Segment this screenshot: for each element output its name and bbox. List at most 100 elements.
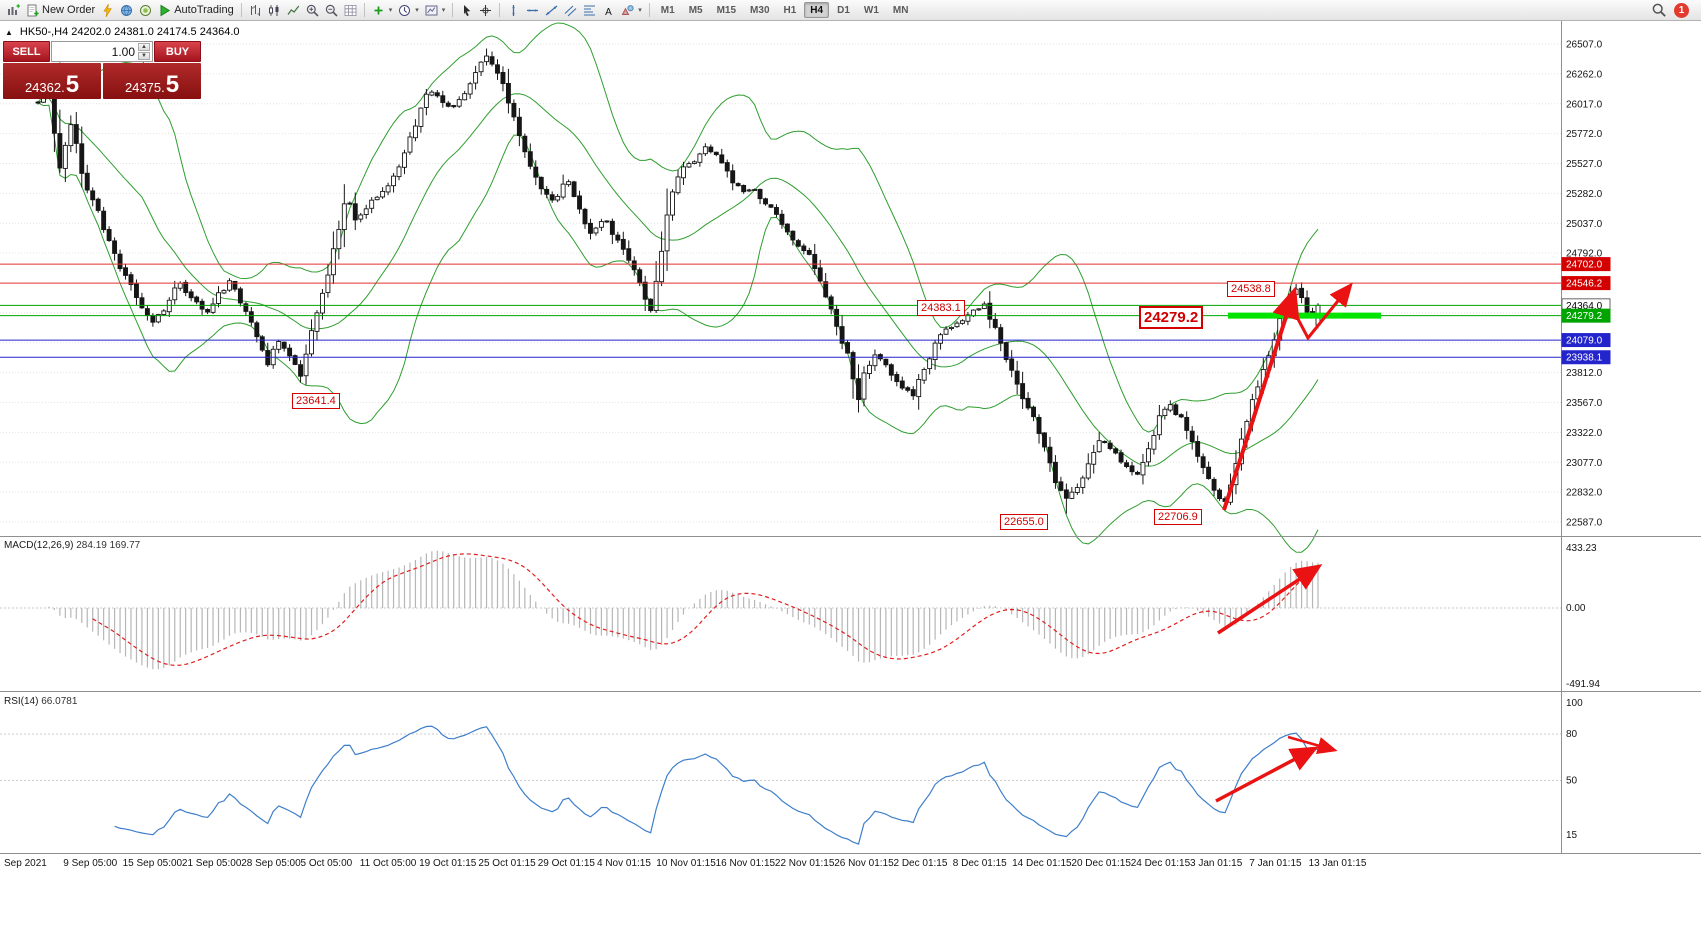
autotrading-button[interactable]: AutoTrading — [155, 1, 237, 19]
channel-tool-button[interactable] — [561, 1, 580, 19]
price-axis[interactable]: 26507.0 26262.0 26017.0 25772.0 25527.0 25282… — [0, 21, 1701, 854]
macd-title: MACD(12,26,9) — [4, 540, 74, 551]
signals-button[interactable] — [136, 1, 155, 19]
time-axis-label: 20 Dec 01:15 — [1071, 858, 1131, 869]
sell-price[interactable]: 24362. 5 — [3, 63, 101, 99]
volume-value[interactable]: 1.00 — [111, 44, 135, 59]
time-axis-label: 26 Nov 01:15 — [834, 858, 894, 869]
channel-tool-icon — [564, 5, 577, 16]
price-annotation[interactable]: 24383.1 — [917, 300, 965, 316]
timeframe-w1-button[interactable]: W1 — [863, 4, 879, 16]
red-trend-arrow[interactable] — [1217, 564, 1323, 635]
candlestick-chart-button[interactable] — [265, 1, 284, 19]
add-indicator-icon — [374, 6, 383, 14]
red-trend-arrow[interactable] — [1222, 286, 1300, 511]
macd-header: MACD(12,26,9) 284.19 169.77 — [4, 540, 140, 551]
timeframe-m5-button[interactable]: M5 — [688, 4, 703, 16]
timeframe-h4-button[interactable]: H4 — [804, 2, 830, 18]
price-tag[interactable] — [1561, 257, 1611, 272]
text-tool-button[interactable]: A — [599, 1, 618, 19]
marketplace-button[interactable] — [117, 1, 136, 19]
chart-ohlc-title: HK50-,H4 24202.0 24381.0 24174.5 24364.0 — [19, 26, 240, 38]
new-chart-button[interactable] — [4, 1, 23, 19]
rsi-axis-label: 100 — [1566, 698, 1583, 709]
price-tag[interactable] — [1561, 350, 1611, 365]
price-tick-label: 23812.0 — [1566, 368, 1603, 379]
bollinger-middle-line — [37, 93, 1319, 467]
time-axis-label: 21 Sep 05:00 — [182, 858, 242, 869]
vertical-line-tool-button[interactable] — [504, 1, 523, 19]
price-tick-label: 22587.0 — [1566, 518, 1603, 529]
price-annotation[interactable]: 22655.0 — [1000, 514, 1048, 530]
red-trend-arrow[interactable] — [1287, 735, 1338, 755]
toolbar-separator — [363, 3, 365, 17]
volume-spinner[interactable]: ▲ ▼ — [138, 43, 150, 60]
timeframe-d1-button[interactable]: D1 — [837, 4, 850, 16]
expert-advisors-button[interactable] — [98, 1, 117, 19]
timeframe-m1-button[interactable]: M1 — [660, 4, 675, 16]
price-annotation[interactable]: 22706.9 — [1154, 509, 1202, 525]
buy-button[interactable]: BUY — [154, 41, 201, 62]
timeframe-h1-button[interactable]: H1 — [783, 4, 797, 16]
indicator-windows-button[interactable] — [341, 1, 360, 19]
shapes-tool-button[interactable]: ▾ — [618, 1, 645, 19]
toolbar: New Order AutoTrading ▾ ▾ ▾ A ▾ M1 M5 M15 M30 H1 H4 D… — [0, 0, 1701, 21]
line-chart-button[interactable] — [284, 1, 303, 19]
price-annotation[interactable]: 24279.2 — [1139, 306, 1204, 329]
periods-menu-button[interactable]: ▾ — [395, 1, 422, 19]
price-tag[interactable] — [1561, 333, 1611, 348]
price-tag[interactable] — [1561, 276, 1611, 291]
marketplace-icon — [121, 4, 133, 16]
search-icon[interactable] — [1652, 3, 1666, 17]
new-order-button[interactable]: New Order — [23, 1, 98, 19]
price-tag-label: 24702.0 — [1566, 260, 1603, 271]
red-trend-arrow[interactable] — [1286, 282, 1353, 341]
indicator-windows-icon — [344, 4, 357, 16]
horizontal-level-lines[interactable] — [0, 263, 1561, 358]
time-axis-label: 14 Dec 01:15 — [1012, 858, 1072, 869]
price-tick-label: 26507.0 — [1566, 40, 1603, 51]
buy-price[interactable]: 24375. 5 — [103, 63, 201, 99]
sell-button[interactable]: SELL — [3, 41, 50, 62]
fibonacci-tool-button[interactable] — [580, 1, 599, 19]
rsi-indicator — [114, 725, 1319, 845]
trendline-tool-button[interactable] — [542, 1, 561, 19]
svg-text:A: A — [605, 7, 612, 17]
rsi-value: 66.0781 — [41, 696, 78, 707]
price-tick-label: 22832.0 — [1566, 488, 1603, 499]
timeframe-m15-button[interactable]: M15 — [716, 4, 737, 16]
price-tag[interactable] — [1561, 308, 1611, 323]
trend-arrows[interactable] — [1215, 282, 1353, 803]
price-annotation[interactable]: 24538.8 — [1227, 281, 1275, 297]
notifications-badge[interactable]: 1 — [1674, 2, 1689, 18]
one-click-collapse-icon[interactable]: ▲ — [5, 27, 13, 37]
caret-down-icon: ▾ — [415, 7, 419, 14]
time-axis-label: 10 Nov 01:15 — [656, 858, 716, 869]
volume-up-icon[interactable]: ▲ — [138, 43, 150, 51]
time-axis-label: Sep 2021 — [4, 858, 47, 869]
price-tick-label: 24792.0 — [1566, 249, 1603, 260]
add-indicator-button[interactable]: ▾ — [369, 1, 396, 19]
toolbar-separator — [240, 3, 242, 17]
bar-chart-button[interactable] — [246, 1, 265, 19]
crosshair-tool-button[interactable] — [476, 1, 495, 19]
time-axis[interactable]: Sep 2021 9 Sep 05:00 15 Sep 05:00 21 Sep 05… — [4, 858, 1367, 869]
volume-control[interactable]: 1.00 ▲ ▼ — [51, 41, 153, 62]
price-annotation[interactable]: 23641.4 — [292, 393, 340, 409]
timeframe-mn-button[interactable]: MN — [892, 4, 909, 16]
templates-menu-icon — [425, 5, 438, 15]
chart-title-bar: ▲ HK50-,H4 24202.0 24381.0 24174.5 24364… — [5, 26, 240, 38]
horizontal-line-tool-button[interactable] — [523, 1, 542, 19]
cursor-tool-button[interactable] — [457, 1, 476, 19]
volume-down-icon[interactable]: ▼ — [138, 52, 150, 60]
caret-down-icon: ▾ — [638, 7, 642, 14]
horizontal-line-tool-icon — [527, 9, 539, 11]
red-trend-arrow[interactable] — [1215, 746, 1319, 803]
rsi-axis-label: 50 — [1566, 776, 1578, 787]
caret-down-icon: ▾ — [388, 7, 393, 14]
zoom-out-button[interactable] — [322, 1, 341, 19]
templates-menu-button[interactable]: ▾ — [422, 1, 449, 19]
zoom-in-button[interactable] — [303, 1, 322, 19]
timeframe-m30-button[interactable]: M30 — [750, 4, 770, 16]
